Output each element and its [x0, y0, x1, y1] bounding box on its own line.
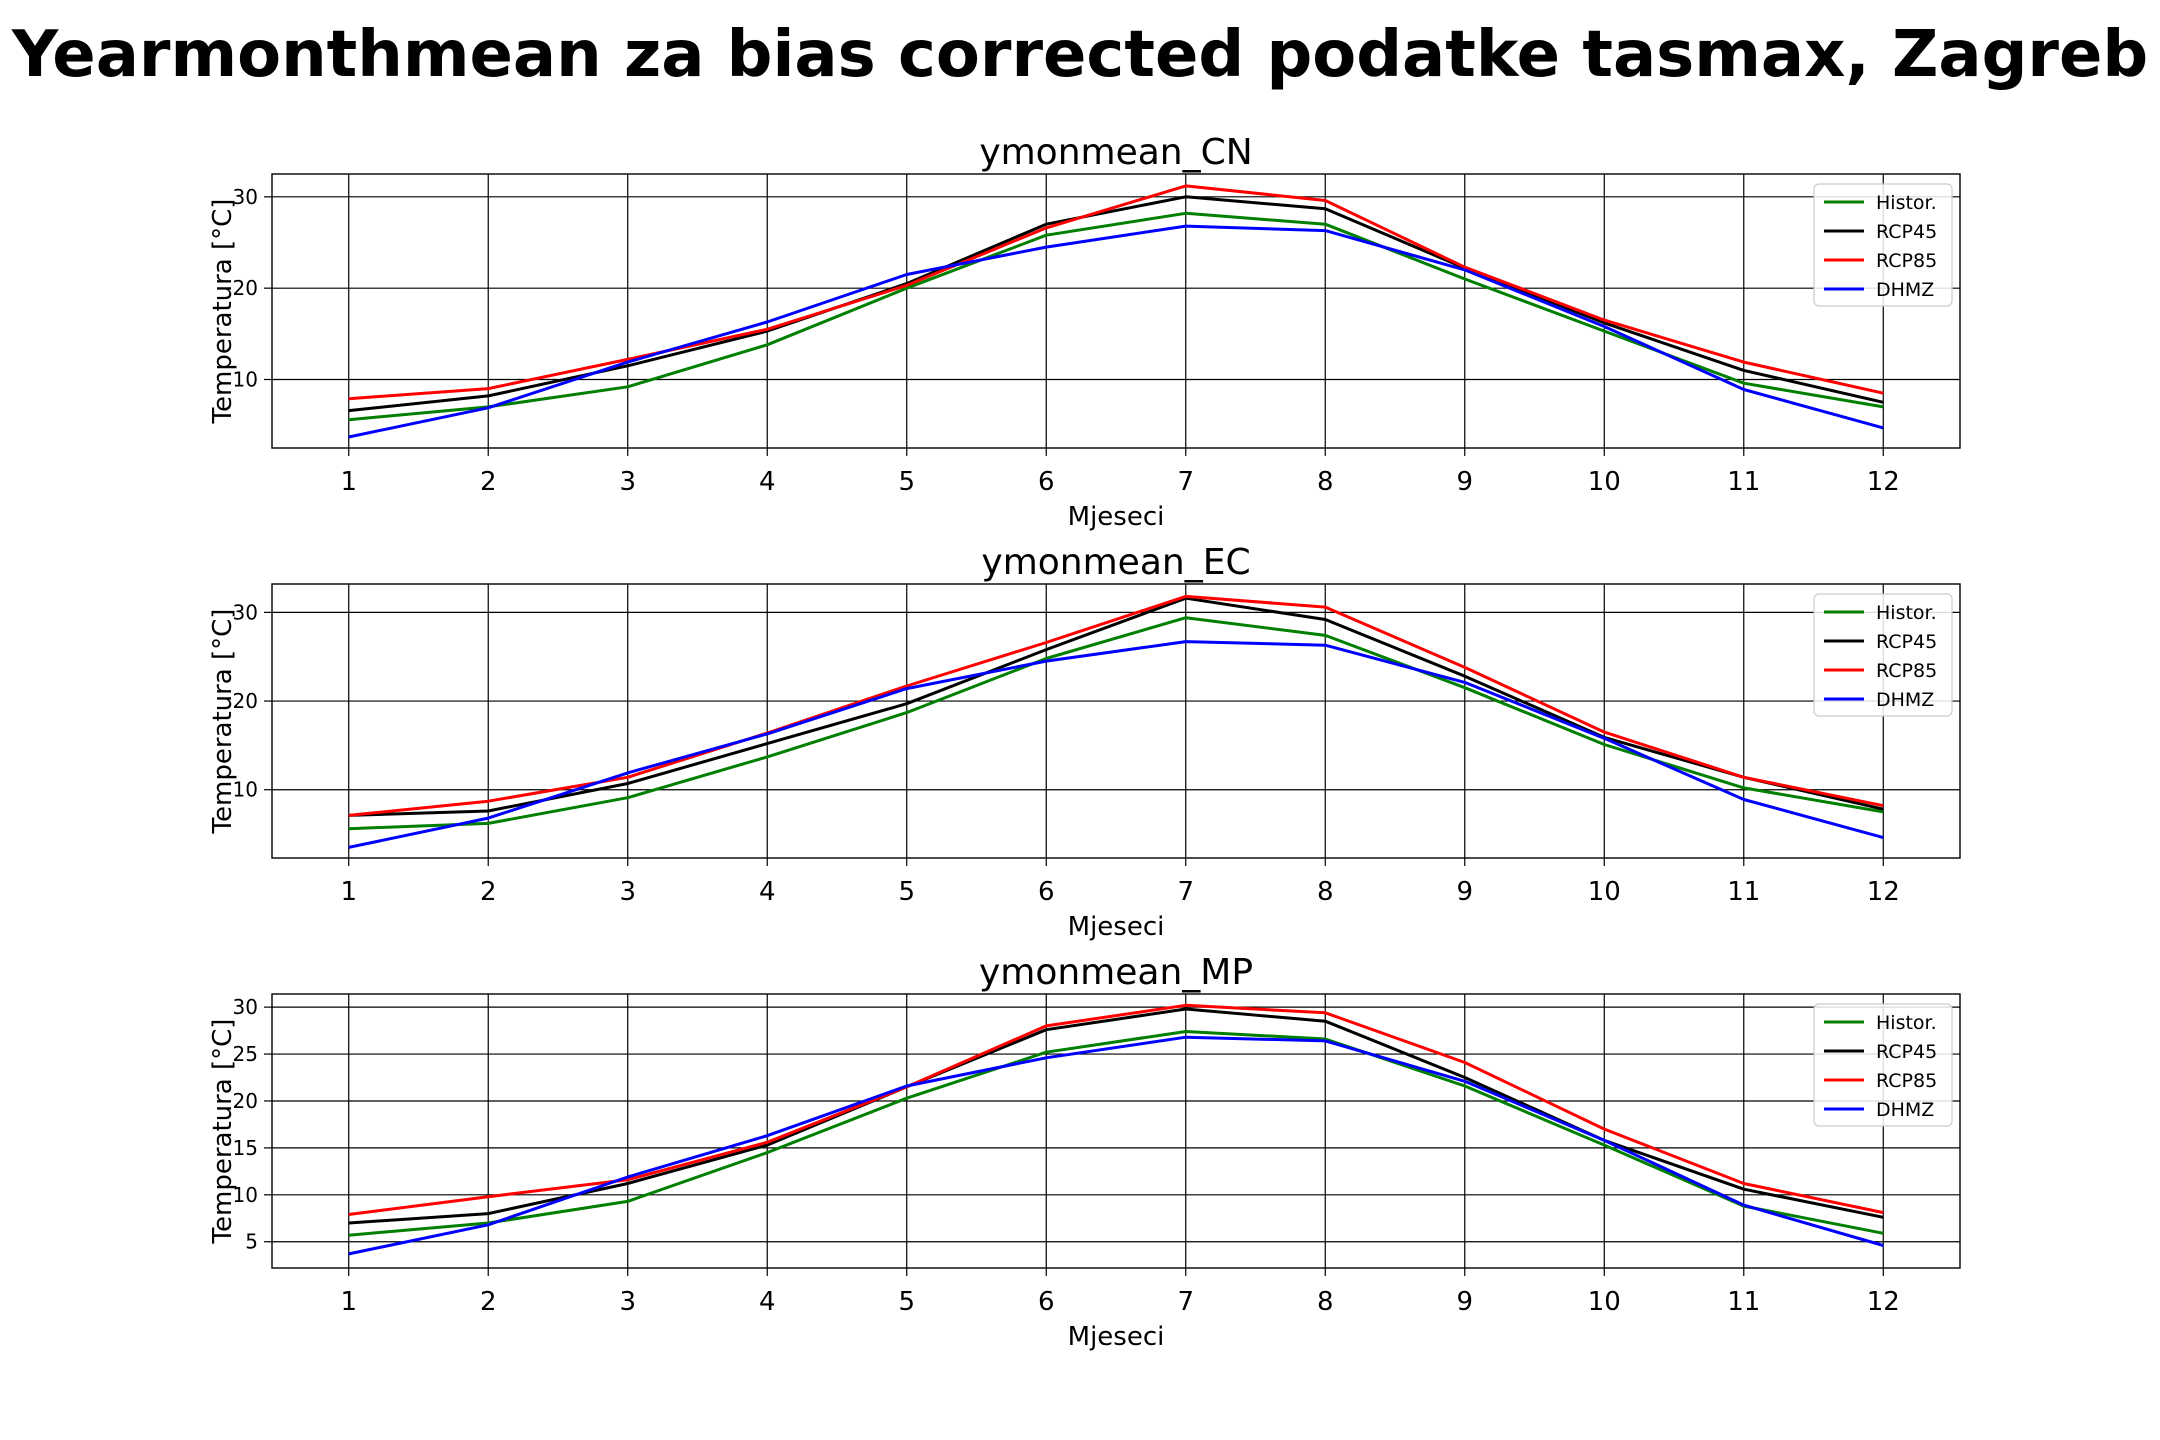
- legend-label: RCP85: [1876, 660, 1937, 682]
- x-tick-label: 10: [1588, 1287, 1621, 1317]
- x-tick-label: 6: [1038, 877, 1055, 907]
- x-tick-label: 9: [1456, 1287, 1473, 1317]
- x-tick-label: 11: [1727, 877, 1760, 907]
- legend-label: RCP85: [1876, 1070, 1937, 1092]
- legend: Histor. RCP45 RCP85 DHMZ: [1813, 593, 1953, 717]
- y-tick-label: 20: [233, 1089, 258, 1113]
- y-axis-label: Temperatura [°C]: [208, 609, 238, 835]
- legend-label: RCP45: [1876, 631, 1937, 653]
- x-tick-label: 11: [1727, 467, 1760, 497]
- x-tick-label: 4: [759, 877, 776, 907]
- x-tick-label: 12: [1867, 467, 1900, 497]
- legend-label: Histor.: [1876, 1012, 1937, 1034]
- x-tick-label: 10: [1588, 467, 1621, 497]
- series-line-rcp85: [348, 594, 1884, 817]
- series-line-dhmz: [348, 640, 1884, 849]
- y-tick-label: 5: [245, 1230, 258, 1254]
- y-axis-label: Temperatura [°C]: [208, 199, 238, 425]
- y-tick-label: 30: [233, 995, 258, 1019]
- legend: Histor. RCP45 RCP85 DHMZ: [1813, 183, 1953, 307]
- x-tick-label: 2: [480, 467, 497, 497]
- x-tick-label: 5: [898, 1287, 915, 1317]
- y-tick-label: 10: [233, 778, 258, 802]
- x-tick-label: 10: [1588, 877, 1621, 907]
- x-tick-label: 3: [619, 1287, 636, 1317]
- y-tick-label: 30: [233, 600, 258, 624]
- series-line-rcp85: [348, 184, 1884, 401]
- legend-label: Histor.: [1876, 602, 1937, 624]
- series-line-rcp45: [348, 1007, 1884, 1225]
- y-tick-label: 10: [233, 1183, 258, 1207]
- x-tick-label: 7: [1177, 1287, 1194, 1317]
- legend-box: [1813, 593, 1953, 717]
- y-axis-label: Temperatura [°C]: [208, 1019, 238, 1245]
- x-tick-label: 8: [1317, 467, 1334, 497]
- x-tick-label: 3: [619, 467, 636, 497]
- legend-label: RCP45: [1876, 1041, 1937, 1063]
- x-tick-label: 3: [619, 877, 636, 907]
- x-tick-label: 5: [898, 877, 915, 907]
- x-tick-label: 1: [340, 877, 357, 907]
- series-line-dhmz: [348, 1035, 1884, 1256]
- series-line-rcp45: [348, 596, 1884, 817]
- x-tick-label: 1: [340, 1287, 357, 1317]
- legend-label: DHMZ: [1876, 279, 1934, 301]
- x-tick-label: 9: [1456, 877, 1473, 907]
- series-line-histor: [348, 211, 1884, 422]
- x-tick-label: 11: [1727, 1287, 1760, 1317]
- legend-box: [1813, 1003, 1953, 1127]
- series-line-rcp85: [348, 1003, 1884, 1216]
- legend-label: Histor.: [1876, 192, 1937, 214]
- figure-title: Yearmonthmean za bias corrected podatke …: [11, 18, 2149, 92]
- subplot-title: ymonmean_EC: [981, 542, 1250, 583]
- y-tick-label: 20: [233, 689, 258, 713]
- x-axis-label: Mjeseci: [1068, 1322, 1165, 1352]
- chart-panel: 1 2 3 4 5 6 7 8 9 10 11 1251015202530ymonmean_MPMje…: [208, 952, 1961, 1352]
- y-tick-label: 30: [233, 185, 258, 209]
- legend-label: RCP45: [1876, 221, 1937, 243]
- legend-box: [1813, 183, 1953, 307]
- chart-panel: 1 2 3 4 5 6 7 8 9 10 11 12102030ymonmean_CNMjeseciT…: [208, 132, 1961, 532]
- y-tick-label: 15: [233, 1136, 258, 1160]
- x-tick-label: 2: [480, 1287, 497, 1317]
- x-tick-label: 8: [1317, 1287, 1334, 1317]
- plot-frame: [271, 993, 1961, 1269]
- legend: Histor. RCP45 RCP85 DHMZ: [1813, 1003, 1953, 1127]
- x-axis-label: Mjeseci: [1068, 912, 1165, 942]
- plot-frame: [271, 173, 1961, 449]
- legend-label: RCP85: [1876, 250, 1937, 272]
- x-tick-label: 6: [1038, 467, 1055, 497]
- y-tick-label: 25: [233, 1042, 258, 1066]
- chart-panel: 1 2 3 4 5 6 7 8 9 10 11 12102030ymonmean_ECMjeseciT…: [208, 542, 1961, 942]
- series-line-dhmz: [348, 224, 1884, 439]
- x-tick-label: 6: [1038, 1287, 1055, 1317]
- x-tick-label: 7: [1177, 877, 1194, 907]
- x-axis-label: Mjeseci: [1068, 502, 1165, 532]
- legend-label: DHMZ: [1876, 1099, 1934, 1121]
- x-tick-label: 12: [1867, 877, 1900, 907]
- x-tick-label: 12: [1867, 1287, 1900, 1317]
- legend-label: DHMZ: [1876, 689, 1934, 711]
- x-tick-label: 2: [480, 877, 497, 907]
- x-tick-label: 4: [759, 1287, 776, 1317]
- subplot-title: ymonmean_CN: [979, 132, 1252, 173]
- x-tick-label: 7: [1177, 467, 1194, 497]
- x-tick-label: 9: [1456, 467, 1473, 497]
- y-tick-label: 20: [233, 276, 258, 300]
- subplot-title: ymonmean_MP: [979, 952, 1253, 993]
- x-tick-label: 8: [1317, 877, 1334, 907]
- x-tick-label: 4: [759, 467, 776, 497]
- plot-frame: [271, 583, 1961, 859]
- x-tick-label: 1: [340, 467, 357, 497]
- x-tick-label: 5: [898, 467, 915, 497]
- series-line-histor: [348, 1030, 1884, 1237]
- series-line-histor: [348, 616, 1884, 831]
- y-tick-label: 10: [233, 368, 258, 392]
